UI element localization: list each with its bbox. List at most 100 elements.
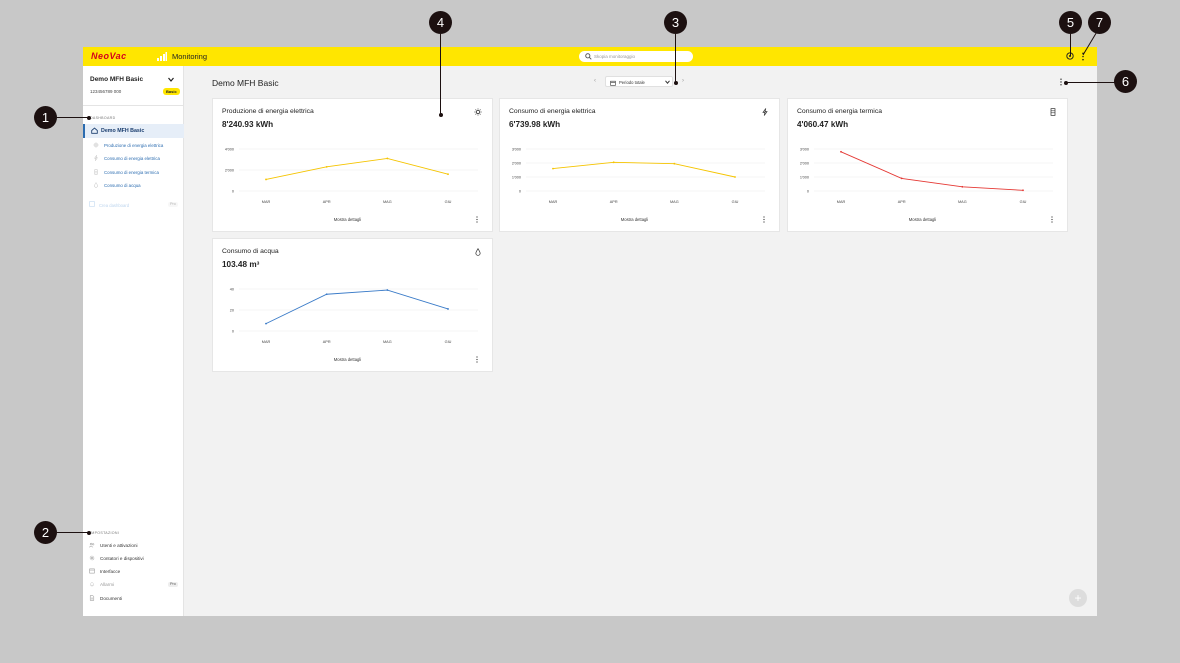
show-details-link[interactable]: Mostra dettagli xyxy=(333,357,362,362)
property-name[interactable]: Demo MFH Basic xyxy=(90,76,144,83)
page-title: Demo MFH Basic xyxy=(212,78,279,88)
sidebar: Demo MFH Basic 123456789 000 Basic DASHB… xyxy=(83,66,184,616)
sidebar-item-interfacce[interactable]: Interfacce xyxy=(89,568,181,577)
callout-badge: 3 xyxy=(664,11,687,34)
data-point xyxy=(734,176,736,178)
data-point xyxy=(325,165,328,168)
sidebar-item-contatori[interactable]: Contatori e dispositivi xyxy=(89,555,181,564)
next-period-button[interactable]: › xyxy=(682,78,684,84)
line-chart: 3'000 2'000 1'000 0 MAR APR MAG GIU xyxy=(800,147,1053,204)
x-tick-label: GIU xyxy=(732,200,739,204)
period-select[interactable]: Periodo totale xyxy=(605,76,673,87)
drop-icon xyxy=(94,182,98,188)
card-produzione-elettrica: Produzione di energia elettrica 8'240.93… xyxy=(212,98,493,232)
pro-badge: Pro xyxy=(168,201,178,207)
top-bar: NeoVac Monitoring Skopia monitoraggio xyxy=(83,47,1097,66)
previous-period-button[interactable]: ‹ xyxy=(594,78,596,84)
callout-leader xyxy=(675,34,676,83)
gear-icon xyxy=(89,555,95,561)
callout-anchor xyxy=(87,530,91,535)
data-point xyxy=(447,173,449,176)
sidebar-item-produzione[interactable]: Produzione di energia elettrica xyxy=(93,142,183,151)
sun-icon xyxy=(474,108,482,116)
x-tick-label: GIU xyxy=(1020,200,1027,204)
x-tick-label: MAG xyxy=(958,200,967,204)
show-details-link[interactable]: Mostra dettagli xyxy=(333,217,362,222)
drop-icon xyxy=(475,248,481,256)
document-icon xyxy=(89,595,95,601)
plan-badge: Basic xyxy=(163,88,180,95)
chevron-down-icon xyxy=(665,80,670,84)
data-point xyxy=(265,178,267,181)
sidebar-item-documenti[interactable]: Documenti xyxy=(89,595,181,604)
y-tick-label: 0 xyxy=(232,189,234,193)
app-window: NeoVac Monitoring Skopia monitoraggio De… xyxy=(83,47,1097,616)
callout-badge: 6 xyxy=(1114,70,1137,93)
callout-leader xyxy=(57,117,89,118)
sidebar-item-label: Consumo di energia elettrica xyxy=(104,156,160,161)
section-settings-label: IMPOSTAZIONI xyxy=(90,531,120,535)
card-consumo-acqua: Consumo di acqua 103.48 m³ 40 20 0 MAR APR MA… xyxy=(212,238,493,372)
add-button[interactable]: + xyxy=(1069,589,1087,607)
sidebar-item-label: Consumo di acqua xyxy=(104,183,141,188)
sidebar-item-label: Demo MFH Basic xyxy=(101,127,145,134)
callout-anchor xyxy=(438,113,443,117)
data-point xyxy=(612,161,615,164)
callout-badge: 1 xyxy=(34,106,57,129)
sidebar-item-label: Documenti xyxy=(100,596,122,601)
sidebar-item-label: Utenti e attivazioni xyxy=(100,543,138,548)
callout-badge: 4 xyxy=(429,11,452,34)
search-input[interactable]: Skopia monitoraggio xyxy=(579,51,693,62)
y-tick-label: 2'000 xyxy=(512,161,521,165)
callout-badge: 2 xyxy=(34,521,57,544)
thermometer-icon xyxy=(1050,108,1056,116)
sidebar-item-crea-dashboard[interactable]: Crea dashboard Pro xyxy=(89,201,179,210)
dashboard-icon xyxy=(89,201,95,207)
series-line xyxy=(265,289,449,325)
sidebar-item-consumo-termica[interactable]: Consumo di energia termica xyxy=(93,169,183,178)
x-tick-label: MAR xyxy=(262,200,271,204)
y-tick-label: 3'000 xyxy=(512,147,521,151)
users-icon xyxy=(89,542,95,548)
card-value: 8'240.93 kWh xyxy=(222,120,274,129)
callout-anchor xyxy=(87,115,91,120)
more-vertical-icon[interactable] xyxy=(1059,78,1063,86)
data-point xyxy=(961,185,964,188)
more-vertical-icon[interactable] xyxy=(762,216,766,223)
data-point xyxy=(900,177,903,180)
callout-badge: 5 xyxy=(1059,11,1082,34)
sidebar-item-label: Interfacce xyxy=(100,569,121,574)
card-title: Produzione di energia elettrica xyxy=(222,108,314,115)
y-tick-label: 2'000 xyxy=(225,168,234,172)
x-tick-label: APR xyxy=(323,200,331,204)
sidebar-item-consumo-elettrica[interactable]: Consumo di energia elettrica xyxy=(93,155,183,164)
sidebar-item-allarmi[interactable]: Allarmi Pro xyxy=(89,581,181,590)
x-tick-label: APR xyxy=(610,200,618,204)
sidebar-item-utenti[interactable]: Utenti e attivazioni xyxy=(89,542,181,551)
x-tick-label: MAG xyxy=(670,200,679,204)
show-details-link[interactable]: Mostra dettagli xyxy=(620,217,649,222)
more-vertical-icon[interactable] xyxy=(475,356,479,363)
more-vertical-icon[interactable] xyxy=(1081,52,1085,61)
sidebar-item-consumo-acqua[interactable]: Consumo di acqua xyxy=(93,182,183,191)
callout-leader xyxy=(57,532,89,533)
show-details-link[interactable]: Mostra dettagli xyxy=(908,217,937,222)
y-tick-label: 0 xyxy=(807,189,809,193)
sidebar-item-label: Consumo di energia termica xyxy=(104,170,159,175)
more-vertical-icon[interactable] xyxy=(1050,216,1054,223)
chevron-down-icon[interactable] xyxy=(168,77,174,82)
sidebar-item-dashboard[interactable]: Demo MFH Basic xyxy=(83,124,184,138)
callout-anchor xyxy=(1064,80,1068,85)
card-title: Consumo di acqua xyxy=(222,248,279,255)
sun-icon xyxy=(93,142,99,148)
calendar-icon xyxy=(610,80,616,86)
period-label: Periodo totale xyxy=(619,80,645,85)
data-point xyxy=(325,293,328,296)
card-consumo-elettrica: Consumo di energia elettrica 6'739.98 kW… xyxy=(499,98,780,232)
series-line xyxy=(265,157,449,180)
y-tick-label: 20 xyxy=(230,308,234,312)
data-point xyxy=(1022,189,1024,192)
card-value: 103.48 m³ xyxy=(222,260,260,269)
more-vertical-icon[interactable] xyxy=(475,216,479,223)
neovac-logo[interactable]: NeoVac xyxy=(91,51,127,61)
